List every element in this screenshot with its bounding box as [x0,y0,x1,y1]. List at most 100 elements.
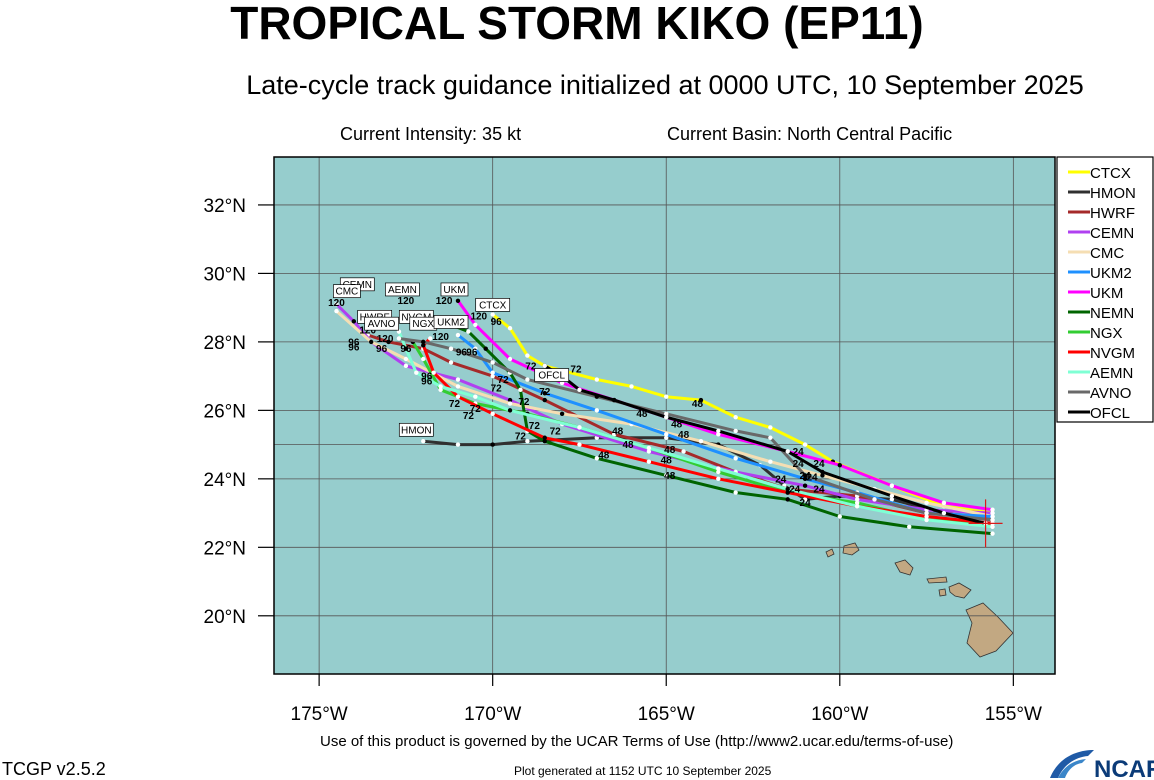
current-basin: Current Basin: North Central Pacific [667,124,953,144]
hour-label: 96 [348,337,360,348]
track-point [768,425,773,430]
x-tick-label: 170°W [464,704,521,725]
track-point [907,524,912,529]
track-point [698,438,704,444]
track-point [733,428,738,434]
track-label-box [440,282,469,297]
hour-label: 24 [800,471,812,482]
track-point [473,394,478,399]
track-label-box [433,315,469,329]
hour-label: 96 [400,344,412,355]
track-point [507,408,513,413]
track-point [802,473,808,478]
hour-label: 72 [518,397,530,408]
hour-label: 72 [525,361,537,372]
track-point [421,356,426,362]
y-tick-label: 32°N [204,196,246,217]
track-point [664,435,669,440]
track-point [837,462,842,468]
track-label-hmon: HMON [398,422,434,437]
hawaiian-islands [825,542,1014,658]
hour-label: 96 [421,377,433,388]
track-point [507,397,513,403]
hour-label: 48 [692,399,704,410]
track-point [716,469,721,475]
legend-box [1056,156,1154,423]
hour-label: 120 [398,296,415,307]
current-intensity: Current Intensity: 35 kt [340,124,522,144]
track-point [785,486,790,492]
x-tick-label: 175°W [291,704,348,725]
track-point [594,456,600,461]
current-position-marker [968,499,1003,548]
track-label-text: NGX [412,319,434,330]
track-label-ctcx: CTCX [475,298,511,312]
track-point [386,339,391,345]
track-line [449,323,994,536]
hour-label: 96 [456,348,468,359]
legend-item-ukm2: UKM2 [1068,265,1132,282]
track-label-text: UKM [443,285,465,296]
legend-label: CEMN [1090,225,1134,242]
track-point [820,469,825,475]
track-label-box [475,298,511,312]
legend-label: HMON [1090,185,1136,202]
legend-label: UKM2 [1090,265,1132,282]
x-tick-label: 155°W [985,704,1042,725]
track-label-avno: AVNO [364,316,399,331]
track-point [990,507,995,512]
plot-generated: Plot generated at 1152 UTC 10 September … [514,764,772,778]
track-point [990,531,995,536]
hour-label: 72 [470,404,482,415]
legend-item-hwrf: HWRF [1068,205,1135,222]
track-point [438,387,443,393]
track-point [368,339,374,345]
hour-label: 72 [539,387,551,398]
track-point [403,363,409,369]
legend-item-ctcx: CTCX [1068,165,1131,182]
track-point [837,514,842,519]
hour-label: 120 [436,296,453,307]
track-label-text: CTCX [479,300,507,311]
page-title: TROPICAL STORM KIKO (EP11) [230,0,924,49]
track-label-box [364,316,399,331]
hour-label: 120 [470,312,487,323]
island-maui [948,582,972,599]
hour-label: 48 [622,440,634,451]
hour-label: 96 [376,344,388,355]
track-point [924,517,929,523]
track-point [518,387,523,393]
track-point [802,442,808,447]
island-lanai [938,588,947,597]
hour-label: 48 [678,430,690,441]
hour-label: 48 [671,419,683,430]
map-frame [273,156,1056,675]
track-point [421,339,426,345]
terms-of-use: Use of this product is governed by the U… [320,733,954,750]
legend-item-cemn: CEMN [1068,225,1134,242]
track-point [629,384,634,389]
legend: CTCX HMON HWRF CEMN CMC UKM2 UKM NEMN NGX NVGM AEM… [1056,156,1154,423]
track-point [854,497,860,502]
legend-item-avno: AVNO [1068,385,1131,402]
legend-label: CTCX [1090,165,1131,182]
track-point [802,483,808,488]
track-label-box [398,422,434,437]
track-point [542,435,547,440]
track-point [396,336,402,341]
track-point [716,432,721,437]
hour-label: 96 [348,342,360,353]
track-point [941,510,947,516]
track-point [820,473,825,478]
track-point [733,415,738,420]
model-tracks [334,298,995,536]
track-point [507,401,513,406]
hour-label: 120 [359,325,376,336]
hour-label: 24 [806,473,818,484]
track-point [334,308,339,314]
hour-label: 72 [550,426,562,437]
track-point [438,384,443,389]
legend-label: NEMN [1090,305,1134,322]
legend-item-ukm: UKM [1068,285,1123,302]
